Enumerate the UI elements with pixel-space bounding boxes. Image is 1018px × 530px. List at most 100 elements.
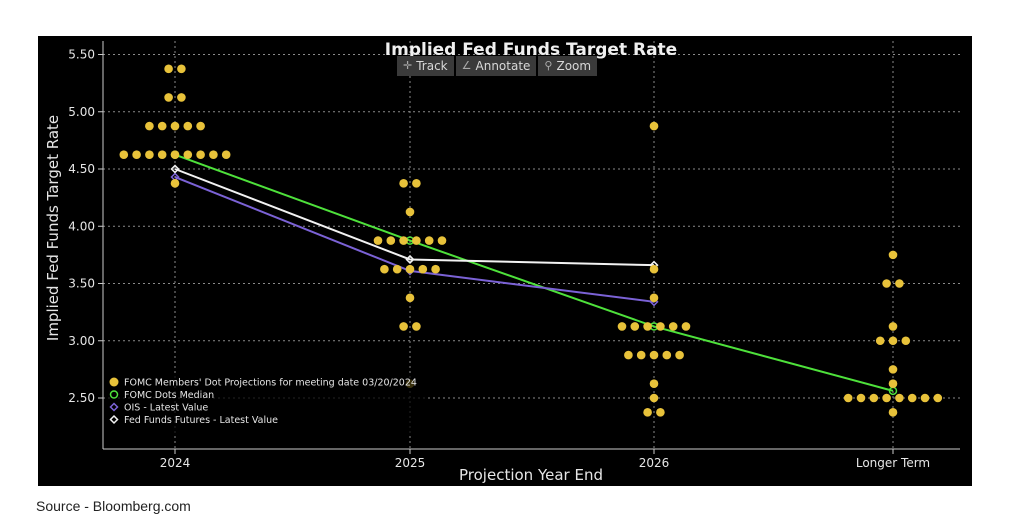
dot-projection (221, 150, 231, 159)
dot-projection (888, 336, 898, 346)
dot-projection (157, 150, 167, 159)
dot-projection (649, 121, 659, 131)
dot-projection (196, 150, 205, 159)
fed-funds-chart: 2.50 3.00 3.50 4.00 4.50 5.00 5.50 2024 2025 2026… (44, 40, 960, 484)
pencil-icon: ∠ (461, 59, 472, 72)
dot-projection (624, 350, 633, 360)
dot-projection (405, 293, 415, 303)
dot-projection (643, 408, 652, 417)
dot-projection (675, 350, 684, 360)
dot-projection (888, 379, 898, 388)
dot-projection (170, 179, 180, 188)
dot-projection (895, 393, 904, 403)
dot-projection (157, 121, 167, 131)
legend-label: FOMC Members' Dot Projections for meetin… (124, 378, 417, 389)
dot-projection (681, 322, 691, 331)
dot-projection (424, 236, 434, 245)
y-tick-label: 3.00 (68, 334, 95, 348)
dot-projection (132, 150, 141, 159)
dot-projection (373, 236, 383, 245)
track-label: Track (416, 59, 448, 73)
dot-projection (907, 393, 917, 403)
series-line (174, 153, 894, 392)
y-tick-label: 4.00 (68, 219, 95, 233)
y-tick-label: 5.50 (68, 48, 95, 62)
dot-projection (888, 365, 898, 374)
zoom-label: Zoom (556, 59, 592, 73)
dot-projection (170, 150, 180, 159)
dot-projection (656, 322, 665, 331)
legend-dot-icon (109, 377, 119, 387)
series-point (405, 254, 415, 265)
dot-projection (901, 336, 911, 346)
dot-projection (145, 150, 154, 159)
dot-projection (399, 322, 408, 331)
chart-title: Implied Fed Funds Target Rate (385, 40, 677, 60)
dot-projection (649, 379, 659, 388)
dot-projection (145, 121, 154, 131)
dot-projection (888, 322, 898, 331)
dot-projection (399, 179, 408, 188)
dot-projection (431, 264, 440, 274)
legend-label: Fed Funds Futures - Latest Value (124, 415, 278, 426)
x-axis-title: Projection Year End (459, 466, 603, 484)
series-line (174, 168, 655, 267)
legend-circle-icon (109, 390, 119, 399)
y-tick-label: 2.50 (68, 391, 95, 405)
series-point (170, 164, 180, 174)
x-tick-label: 2025 (395, 456, 426, 470)
dot-projection (418, 264, 428, 274)
dot-projection (933, 393, 943, 403)
dot-projection (405, 264, 415, 274)
annotate-button[interactable]: ∠ Annotate (455, 56, 537, 76)
dot-projection (412, 179, 421, 188)
dot-projection (386, 236, 396, 245)
dot-projection (177, 64, 186, 74)
dot-projection (164, 93, 173, 102)
y-tick-label: 5.00 (68, 105, 95, 119)
dot-projection (183, 150, 193, 159)
dot-projection (656, 408, 665, 417)
dot-projection (412, 236, 421, 245)
dot-projection (209, 150, 218, 159)
dot-projection (437, 236, 447, 245)
dot-projection (177, 93, 186, 102)
dot-projection (895, 279, 904, 288)
dot-projection (119, 150, 129, 159)
annotate-label: Annotate (475, 59, 531, 73)
dot-projection (643, 322, 652, 331)
chart-toolbar: ✛ Track ∠ Annotate ⚲ Zoom (397, 56, 598, 76)
dot-projection (649, 264, 659, 274)
dot-projection (196, 121, 205, 131)
chart-panel: 2.50 3.00 3.50 4.00 4.50 5.00 5.50 2024 2025 2026… (38, 36, 972, 486)
dot-projection (164, 64, 173, 74)
dot-projection (668, 322, 678, 331)
dot-projection (882, 279, 891, 288)
dot-projection (649, 393, 659, 403)
dot-projection (662, 350, 672, 360)
dot-projection (649, 293, 659, 303)
dot-projection (399, 236, 408, 245)
legend-box (106, 374, 428, 436)
crosshair-icon: ✛ (403, 59, 413, 72)
dot-projection (888, 250, 898, 260)
dot-projection (843, 393, 853, 403)
x-tick-label: 2024 (160, 456, 191, 470)
dot-projection (636, 350, 646, 360)
zoom-button[interactable]: ⚲ Zoom (538, 56, 598, 76)
y-axis-title: Implied Fed Funds Target Rate (44, 115, 62, 341)
source-caption: Source - Bloomberg.com (36, 498, 191, 514)
dot-projection (869, 393, 879, 403)
dot-projection (392, 264, 402, 274)
dot-projection (888, 408, 898, 417)
dot-projection (882, 393, 891, 403)
magnifier-icon: ⚲ (544, 59, 553, 72)
legend-diamond-icon (109, 402, 119, 412)
dot-projection (920, 393, 930, 403)
legend-diamond-icon (109, 414, 119, 425)
dot-projection (856, 393, 866, 403)
dot-projection (617, 322, 627, 331)
track-button[interactable]: ✛ Track (397, 56, 454, 76)
dot-projection (405, 207, 415, 217)
dot-projection (649, 350, 659, 360)
